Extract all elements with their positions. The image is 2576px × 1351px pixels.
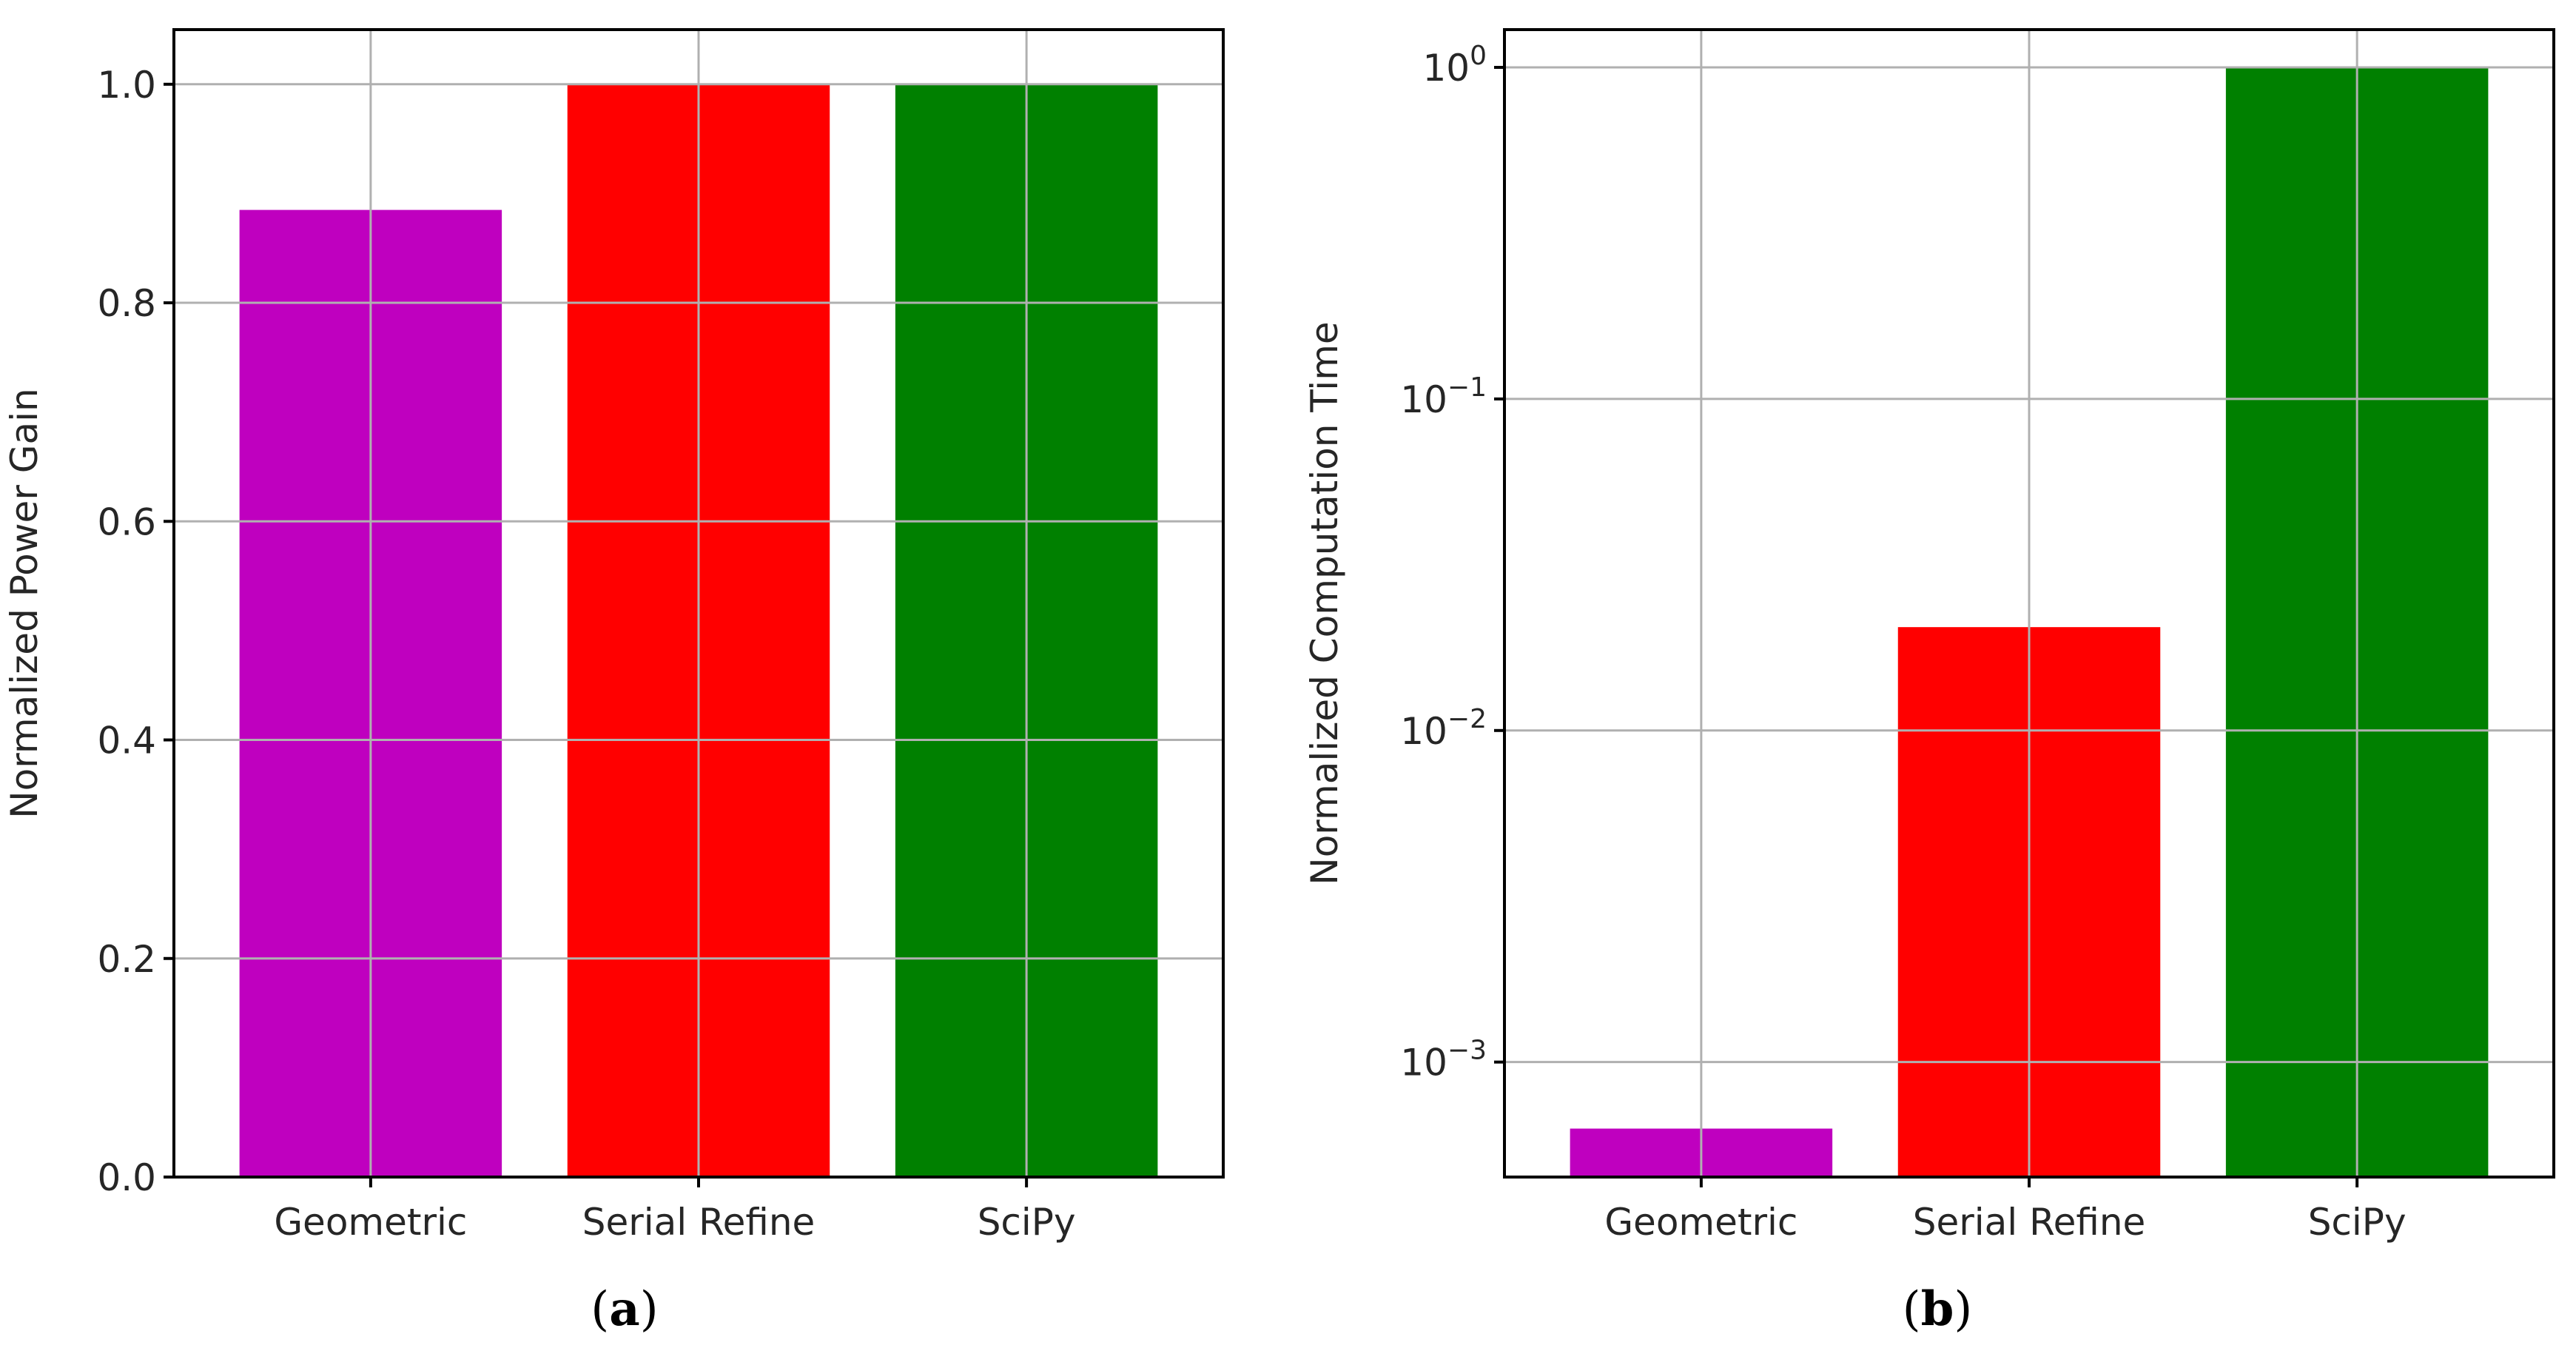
y-tick-label: 1.0 <box>97 64 156 107</box>
panel-label: (b) <box>1903 1281 1973 1337</box>
y-tick-label: 100 <box>1422 41 1487 90</box>
y-tick-label: 0.4 <box>97 720 156 762</box>
panel-b-computation-time: 10−3 10−2 10−1 100 Geometric Serial Refine Sci… <box>1303 28 2555 1337</box>
x-tick-label: Geometric <box>1604 1201 1798 1244</box>
y-tick-label: 0.8 <box>97 282 156 325</box>
y-tick-label: 0.2 <box>97 938 156 981</box>
y-tick-label: 10−1 <box>1400 372 1487 421</box>
y-tick-label: 0.0 <box>97 1156 156 1199</box>
panel-label: (a) <box>591 1281 658 1337</box>
y-tick-label: 10−2 <box>1400 704 1487 753</box>
panel-a-power-gain: 0.0 0.2 0.4 0.6 0.8 1.0 Geometric Serial Refine… <box>3 28 1225 1337</box>
y-axis-label: Normalized Power Gain <box>3 388 46 818</box>
x-tick-label: Serial Refine <box>1913 1201 2146 1244</box>
y-axis-label: Normalized Computation Time <box>1303 321 1346 885</box>
x-tick-label: Geometric <box>274 1201 467 1244</box>
x-tick-label: Serial Refine <box>582 1201 815 1244</box>
y-tick-label: 0.6 <box>97 500 156 543</box>
y-tick-label: 10−3 <box>1400 1036 1487 1085</box>
x-tick-label: SciPy <box>978 1201 1076 1244</box>
x-tick-label: SciPy <box>2308 1201 2407 1244</box>
